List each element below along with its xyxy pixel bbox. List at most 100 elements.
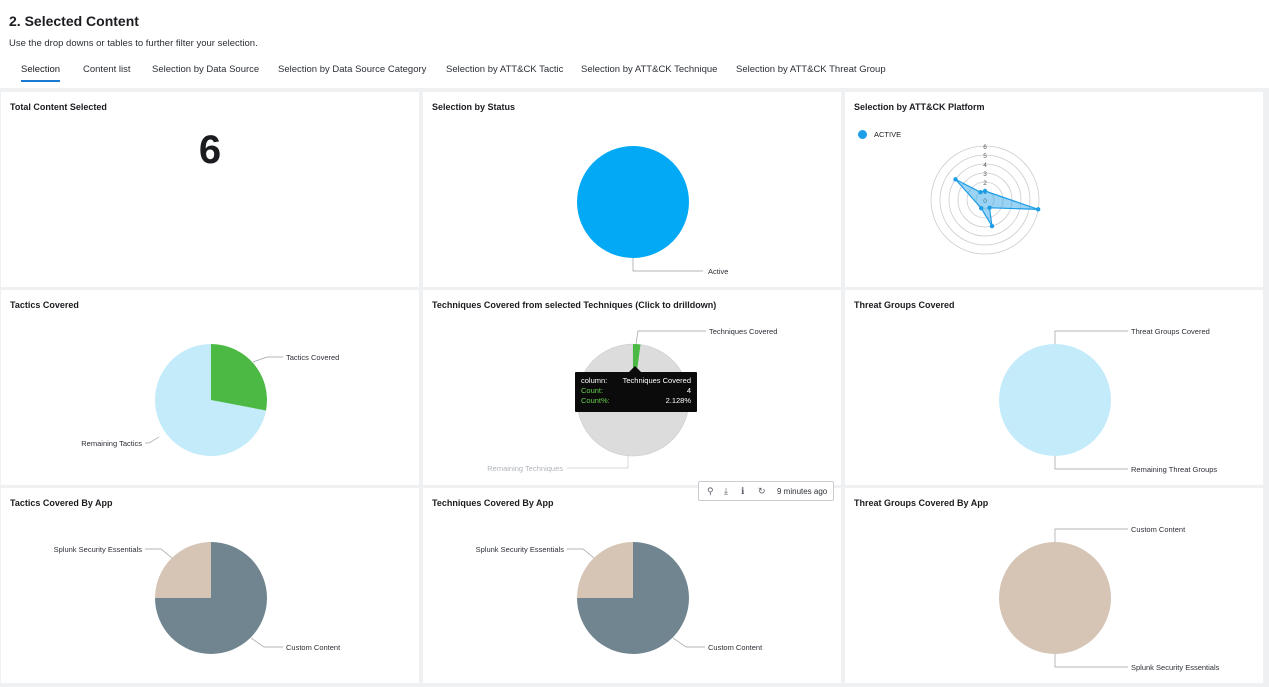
panel-title: Total Content Selected: [10, 102, 107, 112]
tactics-pie-chart: Tactics Covered Remaining Tactics: [81, 344, 339, 456]
tooltip-column-value: Techniques Covered: [622, 376, 691, 385]
leader-line: [672, 637, 705, 648]
panel-title: Selection by ATT&CK Platform: [854, 102, 985, 112]
leader-line: [1054, 456, 1128, 470]
leader-line: [632, 258, 703, 272]
slice-label-splunk-security-essentials: Splunk Security Essentials: [476, 545, 565, 554]
radar-tick-label: 0: [983, 198, 987, 205]
radar-tick-label: 6: [983, 144, 987, 151]
leader-line: [1054, 528, 1128, 542]
leader-line: [567, 456, 629, 469]
panel-title: Tactics Covered: [10, 300, 79, 310]
tooltip-percent-key: Count%:: [581, 396, 610, 405]
total-content-value: 6: [198, 128, 222, 172]
panel-title: Threat Groups Covered: [854, 300, 955, 310]
leader-line: [145, 548, 173, 559]
platform-radar-chart: 6543210: [930, 144, 1041, 255]
radar-point[interactable]: [982, 188, 988, 194]
leader-line: [635, 330, 706, 345]
tooltip-arrow: [629, 366, 641, 372]
radar-point[interactable]: [978, 205, 984, 211]
panel-total-content: Total Content Selected 6: [1, 92, 419, 287]
tab-selection-by-attack-tactic[interactable]: Selection by ATT&CK Tactic: [446, 64, 564, 75]
radar-point[interactable]: [1035, 207, 1041, 212]
slice-label-threat-groups-covered: Threat Groups Covered: [1131, 327, 1210, 336]
panel-title: Threat Groups Covered By App: [854, 498, 989, 508]
pie-slice-active[interactable]: [577, 146, 689, 258]
status-pie-chart: Active: [577, 146, 728, 276]
radar-point[interactable]: [989, 223, 995, 229]
radar-ring: [966, 181, 1004, 219]
chart-tooltip: column: Techniques Covered Count: 4 Count%…: [575, 372, 697, 412]
tab-selection-by-attack-technique[interactable]: Selection by ATT&CK Technique: [581, 64, 718, 75]
pie-slice-remaining-threat-groups[interactable]: [999, 344, 1111, 456]
slice-label-splunk-security-essentials: Splunk Security Essentials: [54, 545, 143, 554]
panel-title: Techniques Covered from selected Techniq…: [432, 300, 717, 310]
legend-marker-active[interactable]: [858, 130, 867, 139]
threat-groups-by-app-pie-chart: Custom Content Splunk Security Essential…: [999, 525, 1220, 672]
tactics-by-app-pie-chart: Splunk Security Essentials Custom Conten…: [54, 542, 341, 654]
leader-line: [1054, 654, 1128, 668]
radar-series-active[interactable]: [955, 178, 1039, 227]
panel-selection-by-platform: Selection by ATT&CK Platform ACTIVE 6 5 4 3…: [845, 92, 1263, 287]
page-title: 2. Selected Content: [9, 13, 139, 29]
radar-points: [953, 177, 1041, 229]
slice-label-remaining-tactics: Remaining Tactics: [81, 439, 142, 448]
slice-label-techniques-covered: Techniques Covered: [709, 327, 777, 336]
radar-point[interactable]: [953, 177, 958, 182]
search-icon[interactable]: ⚲: [707, 486, 714, 496]
radar-point[interactable]: [978, 190, 983, 195]
tooltip-percent-value: 2.128%: [665, 396, 691, 405]
tab-selection-by-attack-threat-group[interactable]: Selection by ATT&CK Threat Group: [736, 64, 886, 75]
slice-label-active: Active: [708, 267, 728, 276]
radar-ring: [930, 145, 1040, 255]
leader-line: [1054, 330, 1128, 344]
dashboard-header: 2. Selected Content Use the drop downs o…: [0, 0, 1269, 88]
tab-selection-by-data-source[interactable]: Selection by Data Source: [152, 64, 260, 75]
last-updated-time: 9 minutes ago: [777, 487, 828, 496]
leader-line: [250, 637, 283, 648]
tooltip-count-value: 4: [686, 386, 691, 395]
panel-threat-groups-by-app: Threat Groups Covered By App Custom Cont…: [845, 488, 1263, 683]
tab-content-list[interactable]: Content list: [83, 64, 131, 75]
download-icon[interactable]: ⤓: [724, 486, 728, 496]
panel-toolbar: ⚲ ⤓ ℹ ↻ 9 minutes ago: [698, 481, 834, 501]
slice-label-custom-content: Custom Content: [708, 643, 763, 652]
panel-title: Selection by Status: [432, 102, 516, 112]
threat-groups-pie-chart: Threat Groups Covered Remaining Threat G…: [999, 327, 1217, 474]
radar-ring: [948, 163, 1022, 237]
info-icon[interactable]: ℹ: [741, 486, 745, 496]
slice-label-remaining-techniques: Remaining Techniques: [487, 464, 563, 473]
slice-label-custom-content: Custom Content: [286, 643, 341, 652]
slice-label-tactics-covered: Tactics Covered: [286, 353, 339, 362]
radar-tick-label: 3: [983, 171, 987, 178]
radar-point[interactable]: [987, 205, 992, 210]
panel-selection-by-status: Selection by Status Active: [423, 92, 841, 287]
techniques-by-app-pie-chart: Splunk Security Essentials Custom Conten…: [476, 542, 763, 654]
slice-label-remaining-threat-groups: Remaining Threat Groups: [1131, 465, 1217, 474]
refresh-icon[interactable]: ↻: [758, 486, 766, 496]
pie-slice-splunk-security-essentials[interactable]: [577, 542, 633, 598]
pie-slice-splunk-security-essentials[interactable]: [999, 542, 1111, 654]
legend-label-active[interactable]: ACTIVE: [874, 130, 902, 139]
leader-line: [145, 436, 160, 444]
panel-title: Tactics Covered By App: [10, 498, 113, 508]
panel-threat-groups-covered: Threat Groups Covered Threat Groups Cove…: [845, 290, 1263, 485]
tab-selection[interactable]: Selection: [21, 64, 61, 82]
slice-label-custom-content: Custom Content: [1131, 525, 1186, 534]
slice-label-splunk-security-essentials: Splunk Security Essentials: [1131, 663, 1220, 672]
radar-ring: [939, 154, 1031, 246]
panel-techniques-by-app: Techniques Covered By App Splunk Securit…: [423, 488, 841, 683]
tooltip-count-key: Count:: [581, 386, 604, 395]
pie-slice-tactics-covered[interactable]: [211, 344, 267, 411]
tooltip-column-key: column:: [581, 376, 608, 385]
radar-tick-label: 2: [983, 180, 987, 187]
pie-slice-remaining-tactics[interactable]: [155, 344, 267, 456]
panel-techniques-covered: Techniques Covered from selected Techniq…: [423, 290, 841, 485]
leader-line: [567, 548, 595, 559]
leader-line: [252, 356, 283, 363]
panel-tactics-covered: Tactics Covered Tactics Covered Remainin…: [1, 290, 419, 485]
pie-slice-splunk-security-essentials[interactable]: [155, 542, 211, 598]
page-subtitle: Use the drop downs or tables to further …: [9, 38, 258, 49]
tab-selection-by-data-source-category[interactable]: Selection by Data Source Category: [278, 64, 427, 75]
